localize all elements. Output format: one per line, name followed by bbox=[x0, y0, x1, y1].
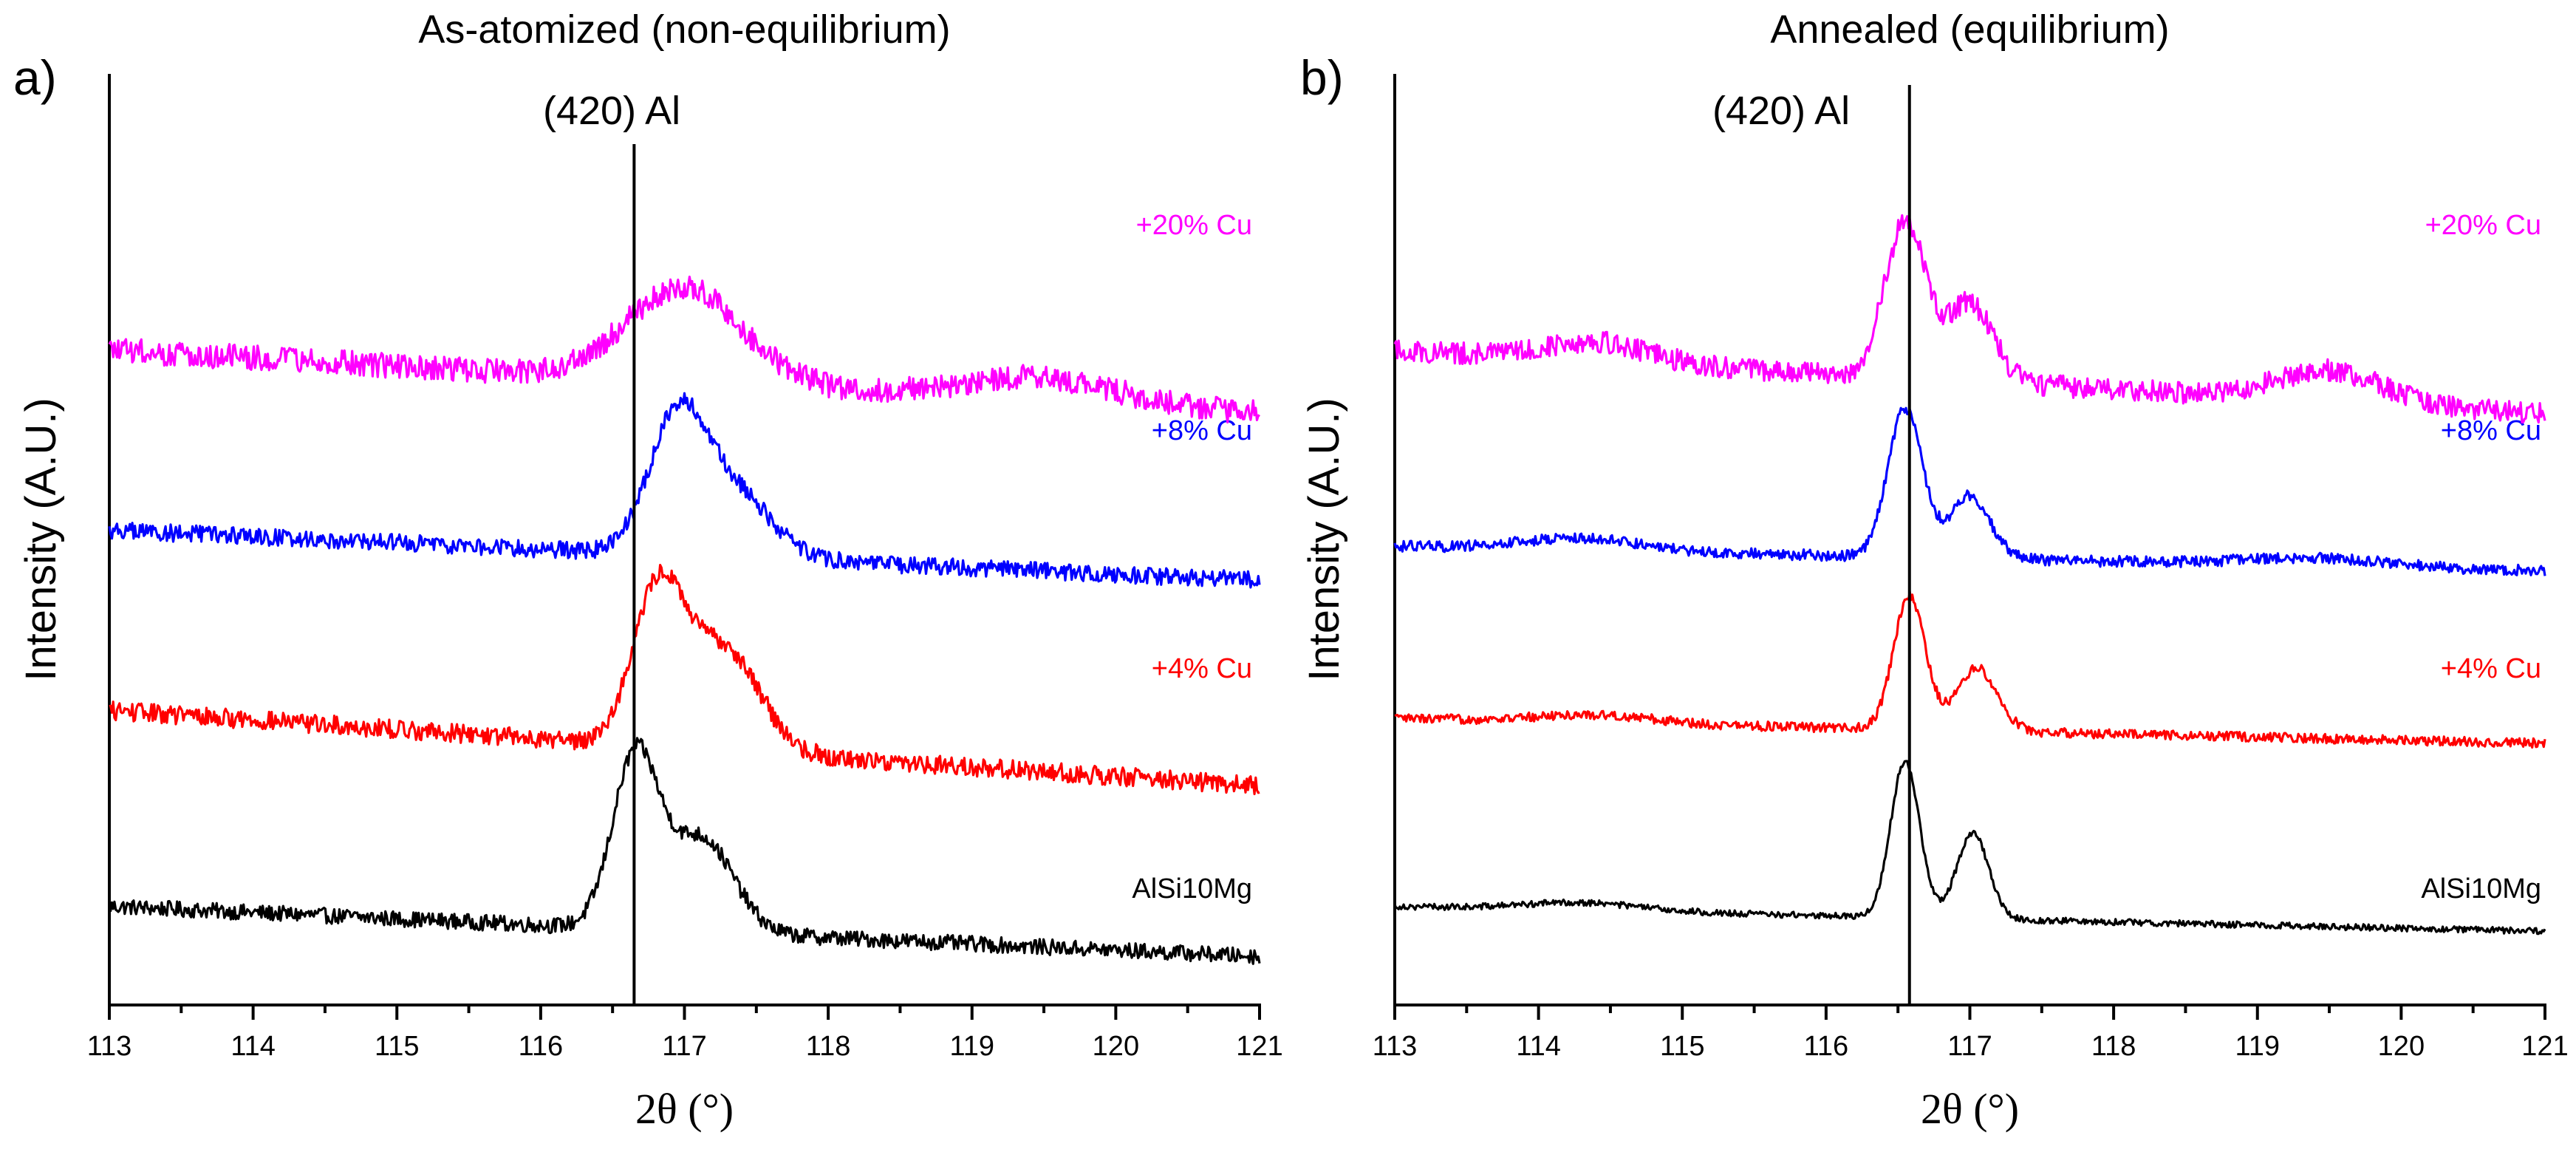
panel-b-series-20-cu bbox=[1393, 214, 2546, 424]
panel-b-series-label: +20% Cu bbox=[2425, 210, 2541, 241]
panel-b-x-tick-label: 119 bbox=[2235, 1031, 2280, 1062]
panel-a-x-tick-label: 116 bbox=[519, 1031, 564, 1062]
panel-b-x-tick-label: 121 bbox=[2521, 1031, 2568, 1062]
panel-b-x-axis-label: 2θ (°) bbox=[1921, 1085, 2019, 1133]
panel-a-series-8-cu bbox=[108, 392, 1261, 589]
panel-a-series-4-cu bbox=[109, 564, 1260, 796]
panel-a-y-axis-label: Intensity (A.U.) bbox=[17, 398, 65, 681]
panel-a-x-tick-label: 115 bbox=[375, 1031, 420, 1062]
panel-a-x-tick-label: 120 bbox=[1093, 1031, 1139, 1062]
panel-b-series-label: +8% Cu bbox=[2441, 415, 2541, 446]
panel-a-series-alsi10mg bbox=[108, 737, 1261, 965]
panel-b-title: Annealed (equilibrium) bbox=[1770, 7, 2169, 52]
panel-b-x-tick-label: 115 bbox=[1660, 1031, 1705, 1062]
panel-a-x-axis-label: 2θ (°) bbox=[635, 1085, 734, 1133]
panel-b-reference-label: (420) Al bbox=[1712, 89, 1850, 133]
panel-a-series-label: AlSi10Mg bbox=[1132, 873, 1252, 904]
panel-a-x-tick-label: 118 bbox=[806, 1031, 851, 1062]
panel-a-x-tick-label: 117 bbox=[662, 1031, 707, 1062]
panel-a-series-20-cu bbox=[108, 276, 1261, 424]
panel-a-x-tick-label: 121 bbox=[1236, 1031, 1282, 1062]
panel-b-x-tick-label: 114 bbox=[1516, 1031, 1561, 1062]
panel-a-series-label: +8% Cu bbox=[1152, 415, 1252, 446]
panel-b-x-tick-label: 118 bbox=[2091, 1031, 2136, 1062]
panel-a-series-label: +4% Cu bbox=[1152, 653, 1252, 684]
panel-b-series-8-cu bbox=[1393, 406, 2546, 576]
panel-a-reference-label: (420) Al bbox=[543, 89, 680, 133]
panel-a-x-tick-label: 119 bbox=[949, 1031, 994, 1062]
panel-a-label: a) bbox=[13, 50, 57, 105]
panel-a-series-label: +20% Cu bbox=[1136, 210, 1252, 241]
panel-b-x-tick-label: 116 bbox=[1804, 1031, 1849, 1062]
panel-b-x-tick-label: 120 bbox=[2378, 1031, 2425, 1062]
panel-b-series-alsi10mg bbox=[1393, 760, 2546, 936]
panel-b-series-label: +4% Cu bbox=[2441, 653, 2541, 684]
panel-b-x-tick-label: 113 bbox=[1373, 1031, 1418, 1062]
panel-b-x-tick-label: 117 bbox=[1947, 1031, 1992, 1062]
panel-a-title: As-atomized (non-equilibrium) bbox=[418, 7, 950, 52]
panel-a-x-tick-label: 113 bbox=[87, 1031, 132, 1062]
panel-a-x-tick-label: 114 bbox=[230, 1031, 276, 1062]
panel-b-series-4-cu bbox=[1394, 590, 2546, 749]
panel-b-y-axis-label: Intensity (A.U.) bbox=[1300, 398, 1348, 681]
panel-b-label: b) bbox=[1300, 50, 1344, 105]
panel-b-series-label: AlSi10Mg bbox=[2421, 873, 2541, 904]
